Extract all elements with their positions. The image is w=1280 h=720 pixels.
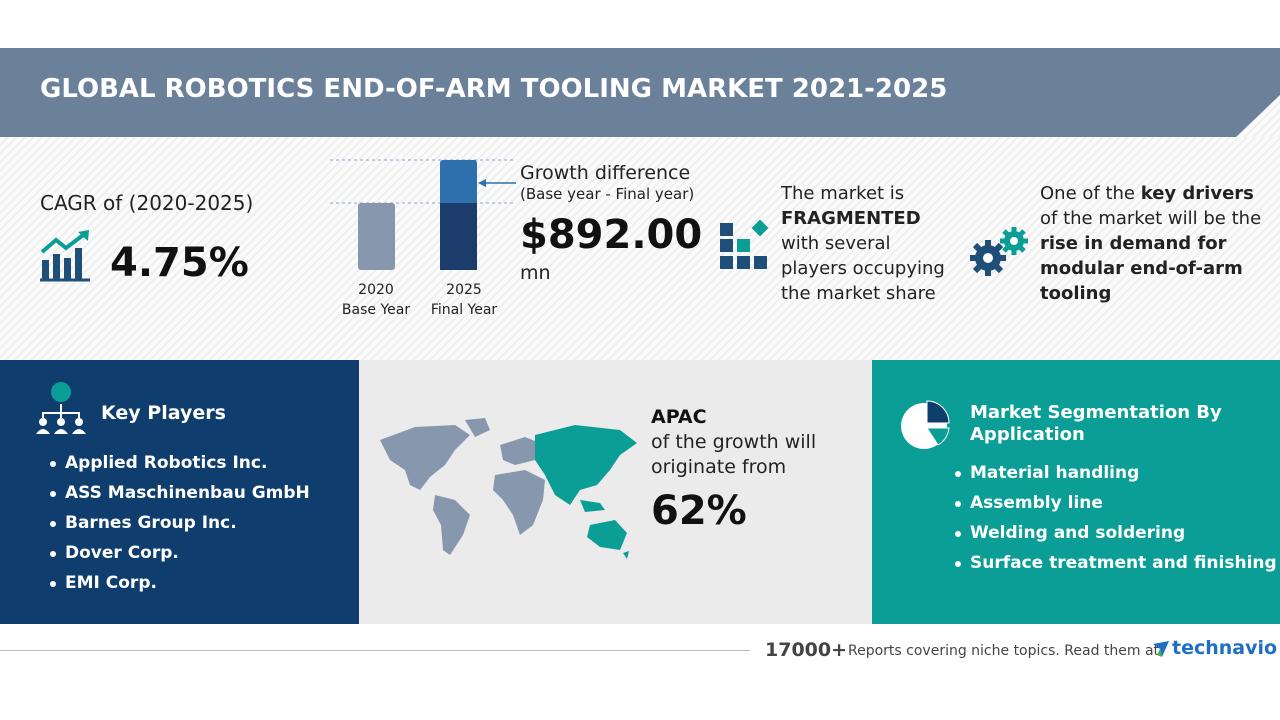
list-item: Material handling [955,463,1277,493]
text-line: The market is [781,181,945,206]
header-band [0,48,1280,137]
title-line: Application [970,424,1085,445]
list-item: Surface treatment and finishing [955,553,1277,583]
list-item: Welding and soldering [955,523,1277,553]
year-label: Final Year [430,302,498,318]
bar-label: 2020 Base Year [326,280,426,320]
text-line: players occupying [781,256,945,281]
drivers: One of the key drivers of the market will… [1040,181,1261,306]
footer-count: 17000+ [765,639,848,661]
summary-panel [0,137,1280,360]
key-players-panel [0,360,359,624]
title-line: Market Segmentation By [970,402,1222,423]
footer-text: Reports covering niche topics. Read them… [848,643,1160,659]
growth-unit: mn [520,262,551,284]
title: GLOBAL ROBOTICS END-OF-ARM TOOLING MARKE… [40,74,948,104]
list-item: Barnes Group Inc. [50,513,310,543]
region-text: originate from [651,456,787,478]
segmentation-title: Market Segmentation By Application [970,402,1222,446]
year: 2025 [446,282,482,298]
growth-subtitle: (Base year - Final year) [520,185,695,203]
text-segment: with several [781,233,891,254]
text-line: of the market will be the [1040,206,1261,231]
year: 2020 [358,282,394,298]
list-item: Applied Robotics Inc. [50,453,310,483]
text-segment: One of the [1040,183,1141,204]
segmentation-panel [872,360,1280,624]
text-line: modular end-of-arm [1040,256,1261,281]
pie-icon [901,400,950,449]
players-icon [36,382,86,434]
text-segment: rise in demand for [1040,233,1227,254]
list-item: EMI Corp. [50,573,310,603]
list-item: ASS Maschinenbau GmbH [50,483,310,513]
region-text: of the growth will [651,431,817,453]
text-segment: the market share [781,283,936,304]
bar-label: 2025 Final Year [414,280,514,320]
text-segment: key drivers [1140,183,1254,204]
footer-rule [0,650,750,651]
key-players-list: Applied Robotics Inc. ASS Maschinenbau Gm… [50,453,310,603]
text-line: One of the key drivers [1040,181,1261,206]
growth-bars [330,159,516,270]
world-map [380,418,637,559]
region-share: 62% [651,488,747,534]
region-name: APAC [651,406,707,428]
year-label: Base Year [341,302,411,318]
text-line: the market share [781,281,945,306]
growth-title: Growth difference [520,162,691,184]
list-item: Assembly line [955,493,1277,523]
text-segment: modular end-of-arm [1040,258,1243,279]
gears-icon [970,227,1028,276]
key-players-title: Key Players [101,402,226,424]
text-line: FRAGMENTED [781,206,945,231]
text-segment: FRAGMENTED [781,208,921,229]
text-segment: The market is [781,183,905,204]
text-segment: players occupying [781,258,945,279]
text-segment: tooling [1040,283,1112,304]
growth-value: $892.00 [520,212,703,258]
list-item: Dover Corp. [50,543,310,573]
cagr-value: 4.75% [110,240,249,286]
region-panel [359,360,872,624]
logo-text[interactable]: technavio [1172,637,1278,659]
segmentation-list: Material handling Assembly line Welding an… [955,463,1277,583]
market-structure: The market is FRAGMENTED with several playe… [781,181,945,306]
growth-icon [40,230,90,282]
text-line: with several [781,231,945,256]
text-line: tooling [1040,281,1261,306]
cagr-label: CAGR of (2020-2025) [40,191,254,215]
text-segment: of the market will be the [1040,208,1262,229]
fragmented-icon [720,219,769,269]
logo-mark [1153,641,1169,657]
text-line: rise in demand for [1040,231,1261,256]
